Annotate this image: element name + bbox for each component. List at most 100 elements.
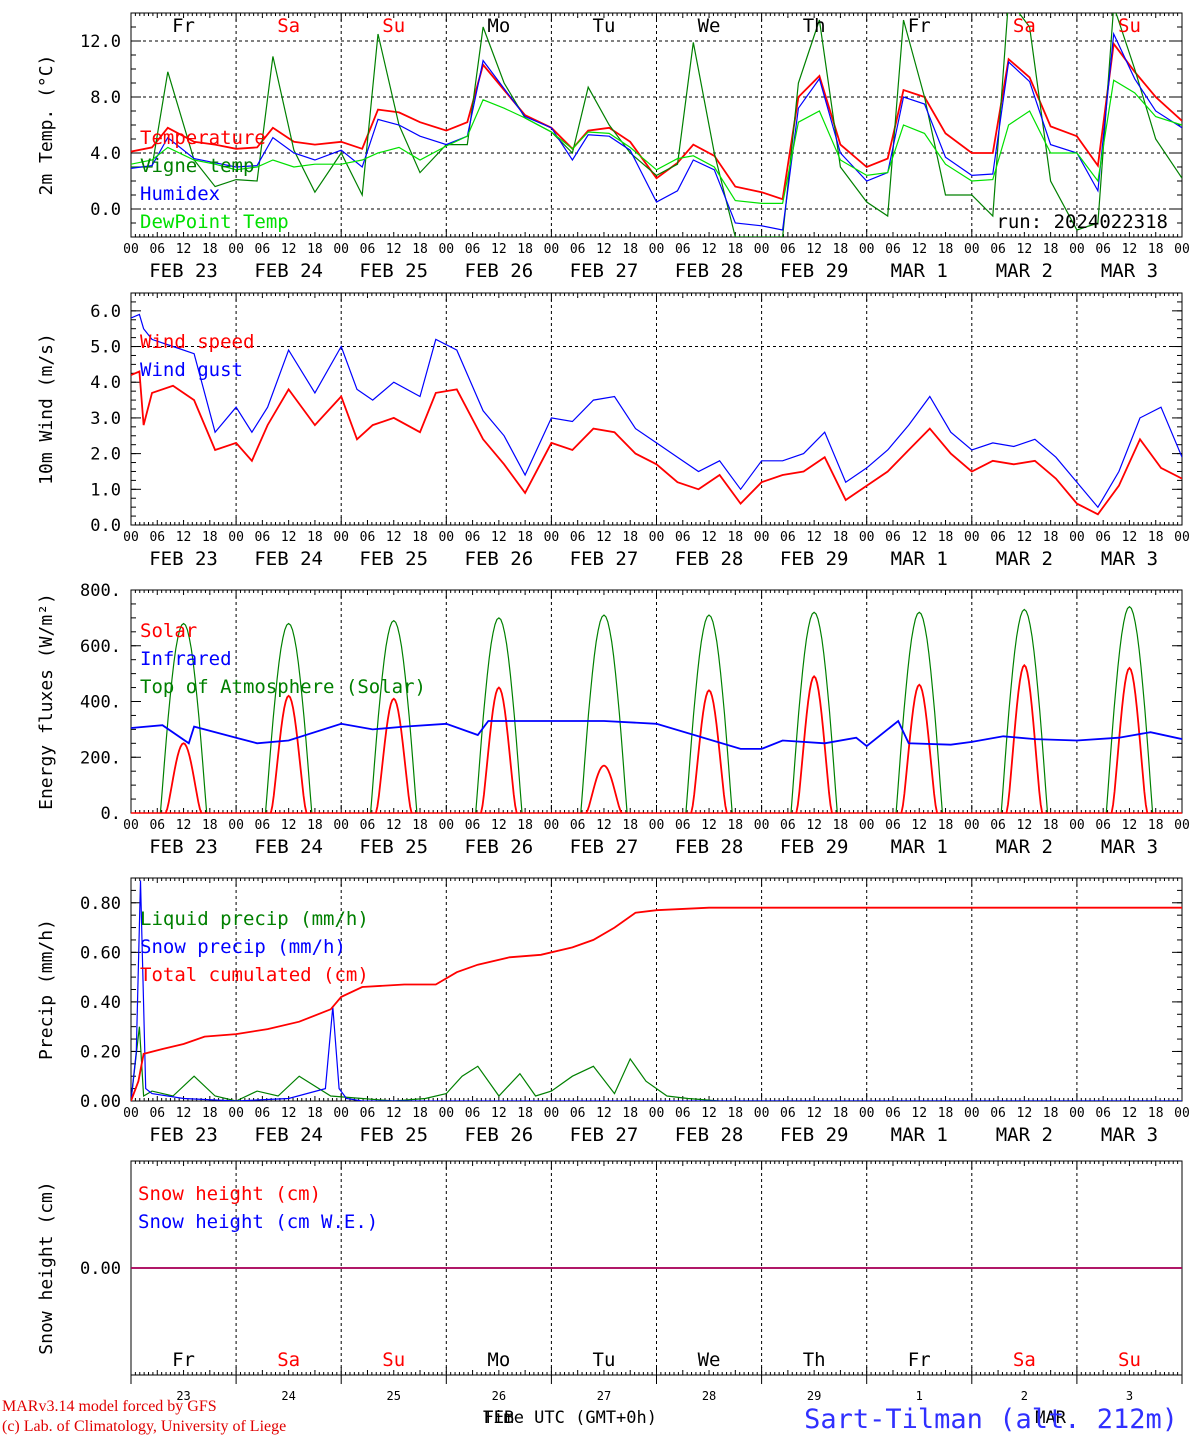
panel1-legend-entry: DewPoint Temp bbox=[140, 211, 289, 233]
bottom-day-number: 2 bbox=[1021, 1389, 1028, 1403]
panel3-hour-tick-label: 06 bbox=[780, 818, 796, 833]
bottom-day-number: 26 bbox=[492, 1389, 506, 1403]
panel4-hour-tick-label: 00 bbox=[754, 1106, 770, 1121]
panel1-date-label: MAR 2 bbox=[996, 260, 1053, 282]
x-axis-label: Time UTC (GMT+0h) bbox=[483, 1408, 657, 1428]
panel3-series-solar bbox=[795, 675, 833, 813]
panel3-date-label: MAR 1 bbox=[891, 836, 948, 858]
panel3-group bbox=[130, 589, 1183, 814]
bottom-weekday-label: Tu bbox=[593, 1349, 616, 1371]
panel2-hour-tick-label: 18 bbox=[622, 530, 638, 545]
panel1-hour-tick-label: 12 bbox=[596, 242, 612, 257]
panel1-hour-tick-label: 00 bbox=[754, 242, 770, 257]
panel4-hour-tick-label: 18 bbox=[1043, 1106, 1059, 1121]
panel3-legend-entry: Infrared bbox=[140, 648, 232, 670]
panel3-hour-tick-label: 00 bbox=[123, 818, 139, 833]
panel1-hour-tick-label: 18 bbox=[412, 242, 428, 257]
panel4-hour-tick-label: 18 bbox=[938, 1106, 954, 1121]
panel3-series-top-of-atmosphere bbox=[370, 619, 418, 813]
panel2-hour-tick-label: 18 bbox=[307, 530, 323, 545]
panel1-hour-tick-label: 12 bbox=[701, 242, 717, 257]
panel1-hour-tick-label: 18 bbox=[517, 242, 533, 257]
bottom-day-number: 3 bbox=[1126, 1389, 1133, 1403]
panel1-series-vigne-temp bbox=[131, 13, 1182, 237]
panel2-hour-tick-label: 12 bbox=[1017, 530, 1033, 545]
panel4-hour-tick-label: 00 bbox=[544, 1106, 560, 1121]
panel4-y-tick-label: 0.20 bbox=[80, 1042, 121, 1062]
panel4-hour-tick-label: 06 bbox=[1095, 1106, 1111, 1121]
panel1-hour-tick-label: 00 bbox=[964, 242, 980, 257]
panel1-hour-tick-label: 12 bbox=[491, 242, 507, 257]
panel4-group bbox=[130, 877, 1183, 1102]
panel4-hour-tick-label: 12 bbox=[701, 1106, 717, 1121]
panel5-group bbox=[130, 1160, 1183, 1376]
panel2-y-tick-label: 6.0 bbox=[90, 302, 121, 322]
panel4-series-liquid-precip-mm-h- bbox=[131, 1026, 1182, 1101]
panel3-hour-tick-label: 12 bbox=[281, 818, 297, 833]
panel1-hour-tick-label: 00 bbox=[544, 242, 560, 257]
panel3-series-solar bbox=[690, 689, 728, 813]
panel2-date-label: FEB 29 bbox=[780, 548, 849, 570]
panel4-hour-tick-label: 18 bbox=[833, 1106, 849, 1121]
panel2-hour-tick-label: 06 bbox=[1095, 530, 1111, 545]
panel3-hour-tick-label: 06 bbox=[465, 818, 481, 833]
panel2-date-label: FEB 27 bbox=[570, 548, 639, 570]
panel4-hour-tick-label: 12 bbox=[1017, 1106, 1033, 1121]
panel1-date-label: FEB 29 bbox=[780, 260, 849, 282]
panel4-y-tick-label: 0.40 bbox=[80, 993, 121, 1013]
panel3-hour-tick-label: 00 bbox=[228, 818, 244, 833]
bottom-day-number: 23 bbox=[176, 1389, 190, 1403]
panel2-hour-tick-label: 06 bbox=[675, 530, 691, 545]
bottom-month-mar: MAR bbox=[1035, 1408, 1066, 1428]
panel4-hour-tick-label: 12 bbox=[596, 1106, 612, 1121]
panel3-y-tick-label: 600. bbox=[80, 637, 121, 657]
panel4-hour-tick-label: 00 bbox=[228, 1106, 244, 1121]
panel1-hour-tick-label: 06 bbox=[255, 242, 271, 257]
panel2-hour-tick-label: 18 bbox=[202, 530, 218, 545]
panel3-series-top-of-atmosphere bbox=[580, 614, 628, 813]
panel3-hour-tick-label: 06 bbox=[360, 818, 376, 833]
panel4-hour-tick-label: 06 bbox=[780, 1106, 796, 1121]
panel1-y-tick-label: 4.0 bbox=[90, 144, 121, 164]
panel3-hour-tick-label: 18 bbox=[622, 818, 638, 833]
panel3-series-solar bbox=[900, 683, 938, 813]
panel3-hour-tick-label: 00 bbox=[754, 818, 770, 833]
panel1-hour-tick-label: 00 bbox=[1174, 242, 1190, 257]
panel4-date-label: FEB 29 bbox=[780, 1124, 849, 1146]
panel3-y-tick-label: 800. bbox=[80, 581, 121, 601]
panel3-hour-tick-label: 06 bbox=[885, 818, 901, 833]
panel3-hour-tick-label: 06 bbox=[570, 818, 586, 833]
panel4-hour-tick-label: 18 bbox=[1148, 1106, 1164, 1121]
panel3-hour-tick-label: 12 bbox=[596, 818, 612, 833]
panel2-hour-tick-label: 06 bbox=[149, 530, 165, 545]
panel2-hour-tick-label: 06 bbox=[570, 530, 586, 545]
panel2-y-tick-label: 4.0 bbox=[90, 373, 121, 393]
panel2-date-label: MAR 1 bbox=[891, 548, 948, 570]
bottom-weekday-label: We bbox=[698, 1349, 721, 1371]
panel3-series-top-of-atmosphere bbox=[264, 622, 313, 813]
panel1-group bbox=[130, 12, 1183, 238]
panel2-hour-tick-label: 18 bbox=[412, 530, 428, 545]
panel1-series-temperature bbox=[131, 41, 1182, 201]
panel3-hour-tick-label: 06 bbox=[149, 818, 165, 833]
panel2-hour-tick-label: 00 bbox=[544, 530, 560, 545]
panel1-hour-tick-label: 18 bbox=[1148, 242, 1164, 257]
panel2-hour-tick-label: 12 bbox=[911, 530, 927, 545]
bottom-weekday-label: Fr bbox=[172, 1349, 195, 1371]
panel4-date-label: FEB 25 bbox=[359, 1124, 428, 1146]
panel1-hour-tick-label: 18 bbox=[622, 242, 638, 257]
panel1-hour-tick-label: 12 bbox=[176, 242, 192, 257]
panel2-date-label: FEB 28 bbox=[675, 548, 744, 570]
panel1-date-label: MAR 1 bbox=[891, 260, 948, 282]
panel2-hour-tick-label: 06 bbox=[885, 530, 901, 545]
panel3-hour-tick-label: 12 bbox=[1017, 818, 1033, 833]
panel4-legend-entry: Snow precip (mm/h) bbox=[140, 936, 346, 958]
panel4-hour-tick-label: 06 bbox=[675, 1106, 691, 1121]
top-weekday-label: We bbox=[698, 15, 721, 37]
panel3-hour-tick-label: 00 bbox=[1174, 818, 1190, 833]
panel4-hour-tick-label: 06 bbox=[990, 1106, 1006, 1121]
panel4-y-tick-label: 0.60 bbox=[80, 943, 121, 963]
panel3-date-label: FEB 23 bbox=[149, 836, 218, 858]
panel2-hour-tick-label: 12 bbox=[1122, 530, 1138, 545]
panel2-y-tick-label: 1.0 bbox=[90, 480, 121, 500]
